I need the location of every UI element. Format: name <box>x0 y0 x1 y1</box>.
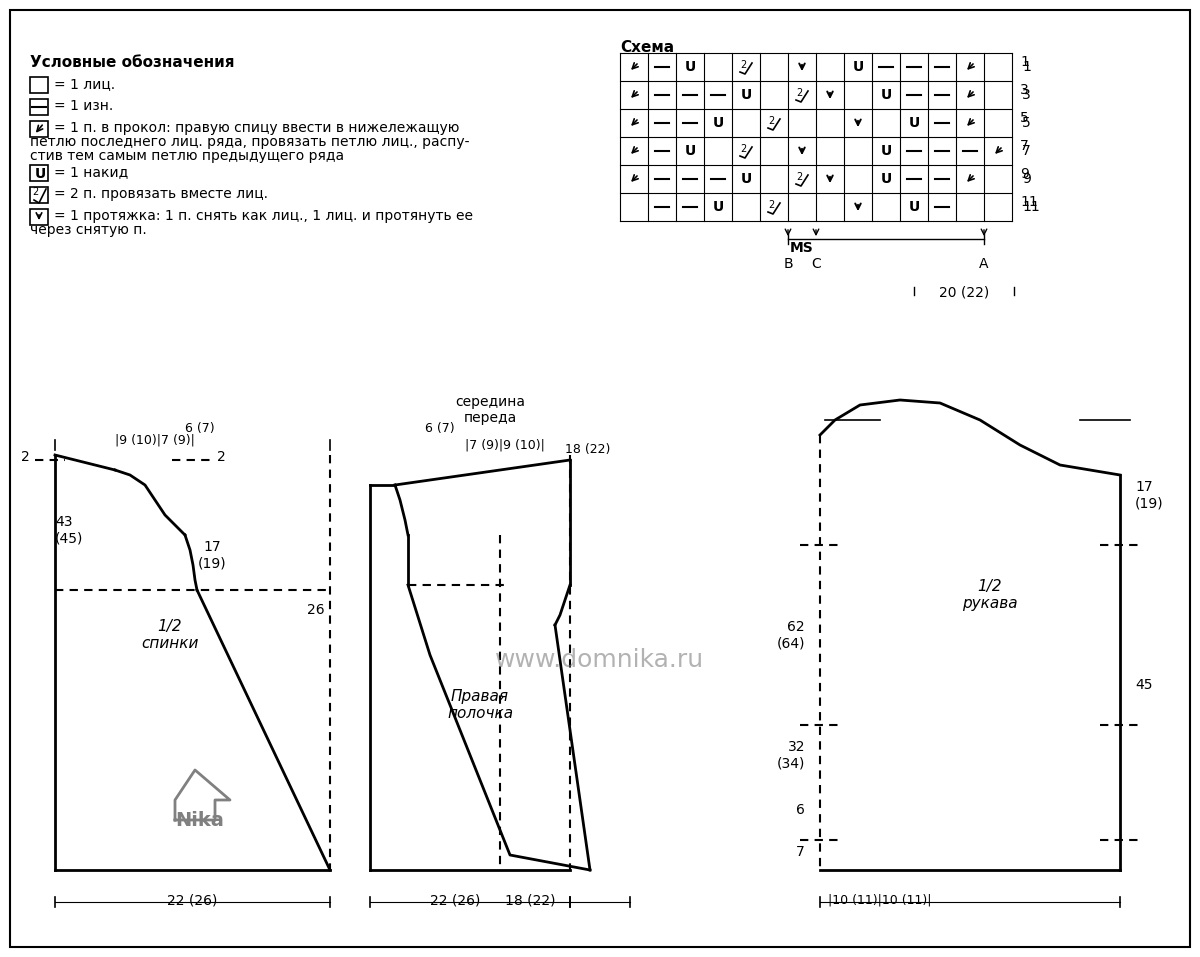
Bar <box>30 165 48 181</box>
Text: |7 (9)|9 (10)|: |7 (9)|9 (10)| <box>466 438 545 452</box>
Text: U: U <box>881 172 892 186</box>
Text: U: U <box>881 144 892 158</box>
Text: 26: 26 <box>307 603 325 617</box>
Text: 62
(64): 62 (64) <box>776 620 805 650</box>
Text: 7: 7 <box>1022 144 1031 158</box>
Text: 6 (7): 6 (7) <box>185 422 215 435</box>
Text: B: B <box>784 257 793 271</box>
Bar <box>30 77 48 93</box>
Bar <box>30 99 48 115</box>
Text: U: U <box>684 60 696 74</box>
Text: 11: 11 <box>1020 195 1038 209</box>
Text: 2: 2 <box>740 144 746 154</box>
Text: U: U <box>684 144 696 158</box>
Text: 17
(19): 17 (19) <box>1135 479 1164 510</box>
Text: U: U <box>881 88 892 102</box>
Text: www.domnika.ru: www.domnika.ru <box>496 648 704 672</box>
Text: = 2 п. провязать вместе лиц.: = 2 п. провязать вместе лиц. <box>54 187 268 201</box>
Text: 22 (26): 22 (26) <box>430 893 480 907</box>
Text: 1/2
рукава: 1/2 рукава <box>962 579 1018 612</box>
Text: 22 (26): 22 (26) <box>167 893 217 907</box>
Text: U: U <box>908 116 919 130</box>
Text: U: U <box>852 60 864 74</box>
Text: C: C <box>811 257 821 271</box>
Text: 1: 1 <box>1022 60 1031 74</box>
Text: 17
(19): 17 (19) <box>198 540 227 570</box>
Text: U: U <box>35 167 47 181</box>
Text: |9 (10)|7 (9)|: |9 (10)|7 (9)| <box>115 434 194 447</box>
Text: 7: 7 <box>797 845 805 859</box>
Text: 9: 9 <box>1020 167 1028 181</box>
Text: 2: 2 <box>768 116 774 126</box>
Text: U: U <box>713 116 724 130</box>
Text: стив тем самым петлю предыдущего ряда: стив тем самым петлю предыдущего ряда <box>30 149 344 163</box>
Text: U: U <box>740 88 751 102</box>
Text: = 1 п. в прокол: правую спицу ввести в нижележащую: = 1 п. в прокол: правую спицу ввести в н… <box>54 121 460 135</box>
Text: 6 (7): 6 (7) <box>425 422 455 435</box>
Text: середина
переда: середина переда <box>455 395 526 425</box>
Text: 2: 2 <box>740 60 746 70</box>
Text: |10 (11)|10 (11)|: |10 (11)|10 (11)| <box>828 894 931 906</box>
Text: U: U <box>713 200 724 214</box>
Text: 45: 45 <box>1135 678 1152 692</box>
Text: 2: 2 <box>796 88 802 98</box>
Text: 3: 3 <box>1020 83 1028 97</box>
Text: 18 (22): 18 (22) <box>565 443 611 456</box>
Bar <box>30 209 48 225</box>
Text: 9: 9 <box>1022 172 1031 186</box>
Text: 43
(45): 43 (45) <box>55 515 83 545</box>
Text: U: U <box>740 172 751 186</box>
Bar <box>30 121 48 137</box>
Text: 2: 2 <box>768 200 774 210</box>
Text: через снятую п.: через снятую п. <box>30 223 146 237</box>
Text: 6: 6 <box>796 803 805 817</box>
Text: 2: 2 <box>217 450 226 464</box>
Text: Nika: Nika <box>175 811 224 830</box>
Text: 32
(34): 32 (34) <box>776 740 805 770</box>
Text: 5: 5 <box>1020 111 1028 125</box>
Text: MS: MS <box>790 241 814 255</box>
Text: 1/2
спинки: 1/2 спинки <box>142 619 199 651</box>
Text: 7: 7 <box>1020 139 1028 153</box>
Text: U: U <box>908 200 919 214</box>
Text: петлю последнего лиц. ряда, провязать петлю лиц., распу-: петлю последнего лиц. ряда, провязать пе… <box>30 135 469 149</box>
Text: 18 (22): 18 (22) <box>505 893 556 907</box>
Text: Правая
полочка: Правая полочка <box>446 689 514 722</box>
Text: 5: 5 <box>1022 116 1031 130</box>
Text: 1: 1 <box>1020 55 1028 69</box>
Text: = 1 накид: = 1 накид <box>54 165 128 179</box>
Text: = 1 протяжка: 1 п. снять как лиц., 1 лиц. и протянуть ее: = 1 протяжка: 1 п. снять как лиц., 1 лиц… <box>54 209 473 223</box>
Text: 11: 11 <box>1022 200 1039 214</box>
Text: Условные обозначения: Условные обозначения <box>30 55 234 70</box>
Bar <box>30 187 48 203</box>
Text: = 1 лиц.: = 1 лиц. <box>54 77 115 91</box>
Text: 20 (22): 20 (22) <box>938 285 989 299</box>
Text: 2: 2 <box>22 450 30 464</box>
Text: Схема: Схема <box>620 40 674 55</box>
Text: A: A <box>979 257 989 271</box>
Text: 2: 2 <box>796 172 802 182</box>
Text: 2: 2 <box>32 187 38 197</box>
Text: 3: 3 <box>1022 88 1031 102</box>
Text: = 1 изн.: = 1 изн. <box>54 99 113 113</box>
